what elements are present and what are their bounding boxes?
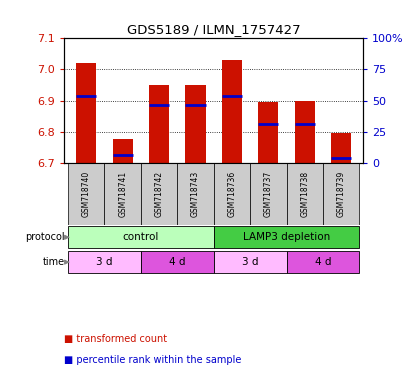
Bar bbox=[214, 251, 287, 273]
Text: GSM718739: GSM718739 bbox=[337, 170, 346, 217]
Bar bbox=[141, 163, 177, 225]
Text: GSM718740: GSM718740 bbox=[82, 170, 91, 217]
Text: ■ transformed count: ■ transformed count bbox=[64, 334, 167, 344]
Bar bbox=[112, 139, 133, 163]
Bar bbox=[105, 163, 141, 225]
Text: 3 d: 3 d bbox=[96, 257, 112, 267]
Text: GSM718736: GSM718736 bbox=[227, 170, 237, 217]
Text: ■ percentile rank within the sample: ■ percentile rank within the sample bbox=[64, 355, 242, 365]
Bar bbox=[214, 163, 250, 225]
Bar bbox=[76, 63, 96, 163]
Bar bbox=[295, 101, 315, 163]
Title: GDS5189 / ILMN_1757427: GDS5189 / ILMN_1757427 bbox=[127, 23, 300, 36]
Bar bbox=[259, 102, 278, 163]
Bar bbox=[323, 163, 359, 225]
Text: GSM718742: GSM718742 bbox=[154, 171, 164, 217]
Bar bbox=[68, 251, 141, 273]
Text: 4 d: 4 d bbox=[169, 257, 186, 267]
Bar bbox=[287, 163, 323, 225]
Bar bbox=[250, 163, 287, 225]
Bar bbox=[222, 60, 242, 163]
Text: GSM718743: GSM718743 bbox=[191, 170, 200, 217]
Text: LAMP3 depletion: LAMP3 depletion bbox=[243, 232, 330, 242]
Text: control: control bbox=[123, 232, 159, 242]
Bar bbox=[149, 85, 169, 163]
Text: GSM718741: GSM718741 bbox=[118, 171, 127, 217]
Text: time: time bbox=[43, 257, 65, 267]
Bar bbox=[214, 226, 359, 248]
Bar bbox=[68, 163, 105, 225]
Bar bbox=[287, 251, 359, 273]
Bar bbox=[68, 226, 214, 248]
Text: 4 d: 4 d bbox=[315, 257, 331, 267]
Bar bbox=[177, 163, 214, 225]
Text: 3 d: 3 d bbox=[242, 257, 259, 267]
Text: GSM718737: GSM718737 bbox=[264, 170, 273, 217]
Bar bbox=[331, 133, 351, 163]
Text: protocol: protocol bbox=[25, 232, 65, 242]
Text: GSM718738: GSM718738 bbox=[300, 171, 309, 217]
Bar bbox=[186, 85, 205, 163]
Bar bbox=[141, 251, 214, 273]
